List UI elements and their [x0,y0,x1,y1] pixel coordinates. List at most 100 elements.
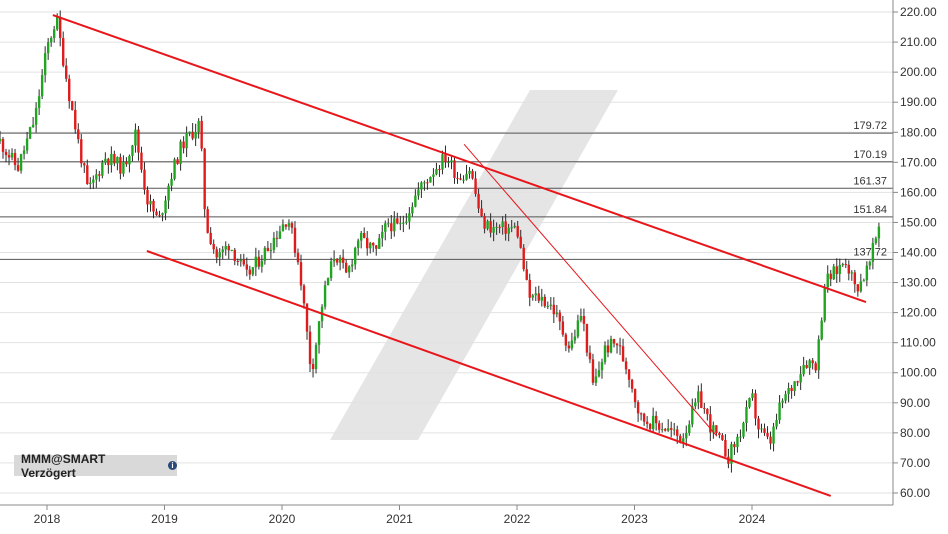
candle-down [766,432,769,437]
candle-up [877,226,881,239]
candle-down [757,418,760,430]
candle-up [164,200,167,214]
candle-up [381,231,384,239]
candle-down [657,423,661,430]
level-label: 137.72 [853,246,887,258]
candle-down [763,428,766,433]
candle-up [34,107,38,125]
candle-down [709,414,712,433]
candle-down [676,429,679,436]
candle-up [116,157,119,164]
candle-down [335,258,339,263]
candle-up [185,132,188,149]
candle-down [847,264,851,274]
candle-up [378,238,381,249]
candle-down [853,272,857,285]
candle-up [350,264,354,267]
candle-up [278,231,282,239]
candle-down [290,223,294,228]
candle-down [203,148,206,210]
candle-down [257,256,261,267]
candle-down [585,323,589,353]
candle-down [113,153,116,164]
candle-down [615,343,619,346]
candle-down [266,247,270,252]
candle-up [251,267,255,275]
x-tick-label: 2021 [386,512,413,526]
candle-down [558,312,562,322]
candle-up [221,249,224,253]
candle-up [781,400,784,403]
candle-up [808,360,811,368]
candle-down [706,408,709,415]
candle-up [423,182,426,184]
x-tick-label: 2022 [504,512,531,526]
candle-down [811,360,814,364]
candle-down [227,245,230,251]
candle-up [817,339,820,371]
candle-up [531,295,534,298]
candle-up [495,226,498,228]
candle-up [254,256,258,268]
candle-up [19,154,23,171]
candle-up [468,170,471,174]
candle-up [465,173,468,180]
candle-up [414,195,417,207]
candle-down [83,163,86,166]
candle-up [332,258,336,262]
candle-up [37,96,41,108]
candle-down [480,208,483,217]
y-tick-label: 180.00 [900,125,937,139]
candle-up [874,238,878,243]
y-tick-label: 70.00 [900,456,930,470]
y-tick-label: 150.00 [900,215,937,229]
info-icon[interactable]: i [168,461,177,470]
candle-down [200,120,203,149]
candle-up [230,249,233,251]
candle-up [745,407,748,423]
candle-down [275,237,279,239]
x-tick-label: 2019 [151,512,178,526]
candle-down [7,155,11,158]
candle-up [501,221,504,228]
level-label: 151.84 [853,204,887,216]
candle-down [504,221,507,234]
candle-up [865,265,869,281]
candle-up [420,182,423,190]
candle-down [453,160,456,178]
candle-down [621,346,625,362]
candle-up [540,296,543,301]
candle-down [525,269,528,280]
y-tick-label: 80.00 [900,426,930,440]
candle-up [832,266,835,280]
candle-down [137,129,140,153]
candle-down [516,225,519,237]
candle-down [829,273,832,280]
candle-up [55,16,59,30]
candle-down [4,151,8,156]
candle-up [122,161,125,174]
candle-down [284,224,288,227]
candle-down [477,193,480,209]
candle-down [474,178,477,194]
candle-up [688,424,691,434]
lower-channel-trendline [146,250,832,497]
candle-down [519,236,522,248]
candle-up [534,293,537,296]
candle-up [685,433,688,439]
candle-up [510,227,513,229]
candle-down [74,109,77,130]
candle-down [591,359,595,383]
candle-up [393,218,396,232]
candle-up [820,320,823,340]
candle-down [341,257,345,263]
candle-up [224,245,227,250]
candle-up [384,223,387,232]
candle-down [71,101,74,110]
candle-down [627,369,631,380]
candle-down [700,391,703,408]
candle-down [212,243,215,250]
candle-up [799,374,802,383]
candle-down [582,316,586,324]
